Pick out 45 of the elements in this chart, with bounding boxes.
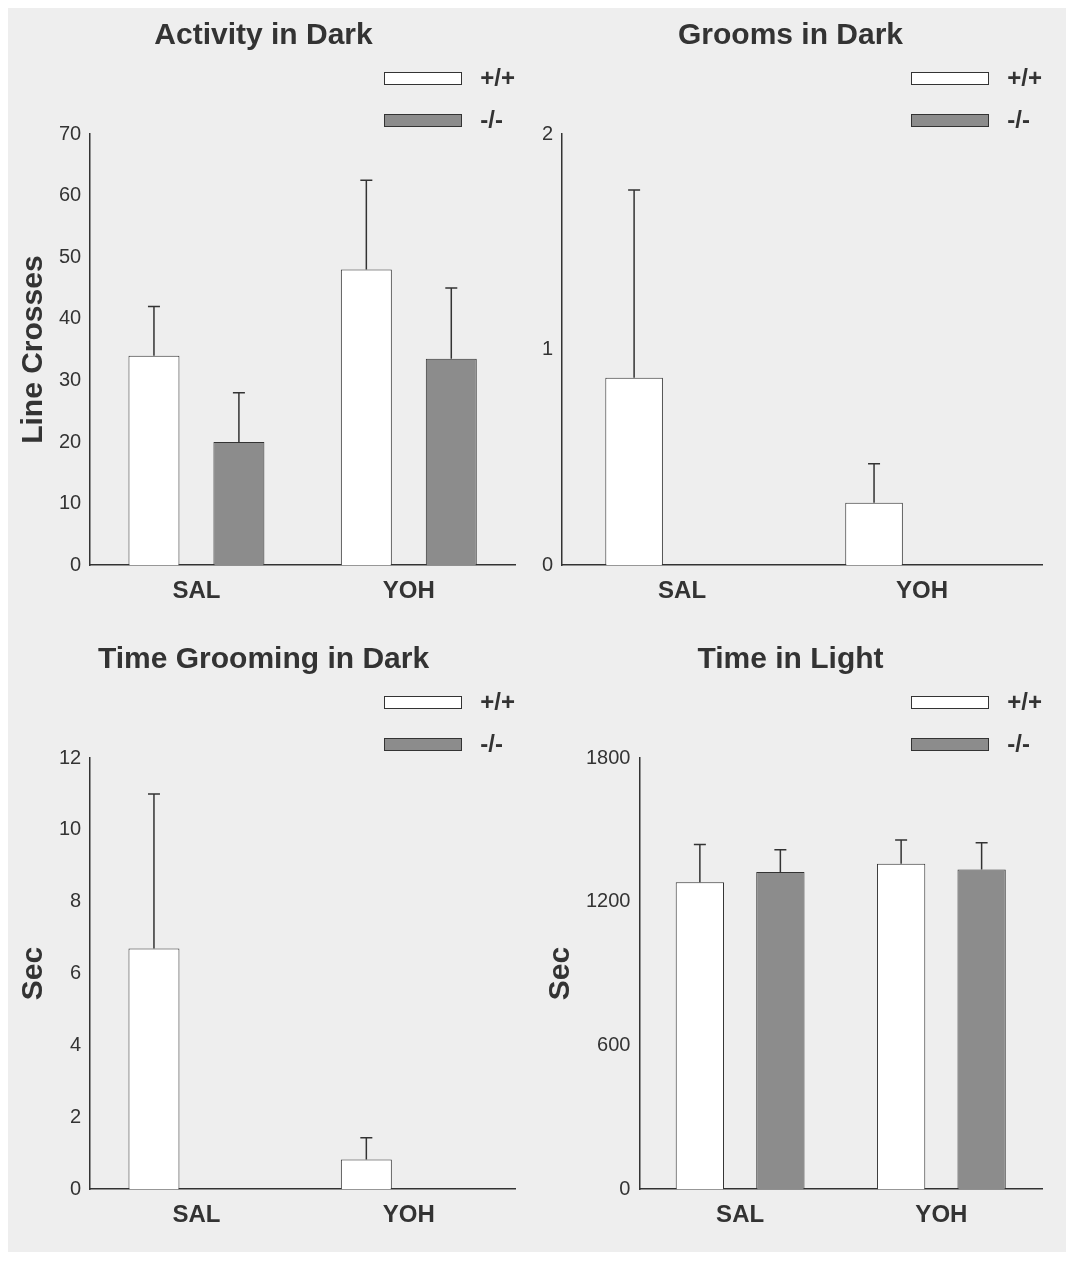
x-tick-label: SAL <box>716 1200 765 1228</box>
y-tick-label: 20 <box>59 429 82 452</box>
legend-label: -/- <box>1007 106 1030 134</box>
legend-label: +/+ <box>480 64 515 92</box>
y-axis-title: Sec <box>542 946 576 1001</box>
y-tick-label: 10 <box>59 491 82 514</box>
chart-title: Time Grooming in Dark <box>97 641 430 675</box>
y-tick-label: 2 <box>542 121 554 144</box>
y-tick-label: 0 <box>70 552 82 575</box>
x-tick-label: YOH <box>915 1200 968 1228</box>
y-tick-label: 10 <box>59 817 82 840</box>
y-tick-label: 1200 <box>585 889 631 912</box>
legend-label: +/+ <box>1007 64 1042 92</box>
legend-label: -/- <box>1007 730 1030 758</box>
y-tick-label: 40 <box>59 306 82 329</box>
y-tick-label: 2 <box>70 1104 82 1127</box>
y-tick-label: 1 <box>542 337 554 360</box>
y-tick-label: 6 <box>70 961 82 984</box>
y-tick-label: 8 <box>70 889 82 912</box>
x-tick-label: SAL <box>658 576 707 604</box>
y-tick-label: 30 <box>59 367 82 390</box>
legend-label: -/- <box>480 106 503 134</box>
y-axis-title: Line Crosses <box>15 255 49 444</box>
x-tick-label: YOH <box>382 1200 435 1228</box>
y-tick-label: 0 <box>542 552 554 575</box>
legend-label: +/+ <box>1007 688 1042 716</box>
y-tick-label: 600 <box>597 1032 631 1055</box>
y-tick-label: 4 <box>70 1032 82 1055</box>
chart-title: Grooms in Dark <box>677 17 904 51</box>
chart-title: Time in Light <box>697 641 884 675</box>
y-axis-title: Sec <box>15 946 49 1001</box>
x-tick-label: SAL <box>172 1200 221 1228</box>
x-tick-label: YOH <box>896 576 949 604</box>
legend-label: -/- <box>480 730 503 758</box>
chart-title: Activity in Dark <box>154 17 374 51</box>
x-tick-label: SAL <box>172 576 221 604</box>
y-tick-label: 0 <box>619 1176 631 1199</box>
y-tick-label: 1800 <box>585 745 631 768</box>
x-tick-label: YOH <box>382 576 435 604</box>
y-tick-label: 70 <box>59 121 82 144</box>
y-tick-label: 12 <box>59 745 82 768</box>
y-tick-label: 60 <box>59 183 82 206</box>
legend-label: +/+ <box>480 688 515 716</box>
y-tick-label: 50 <box>59 244 82 267</box>
y-tick-label: 0 <box>70 1176 82 1199</box>
